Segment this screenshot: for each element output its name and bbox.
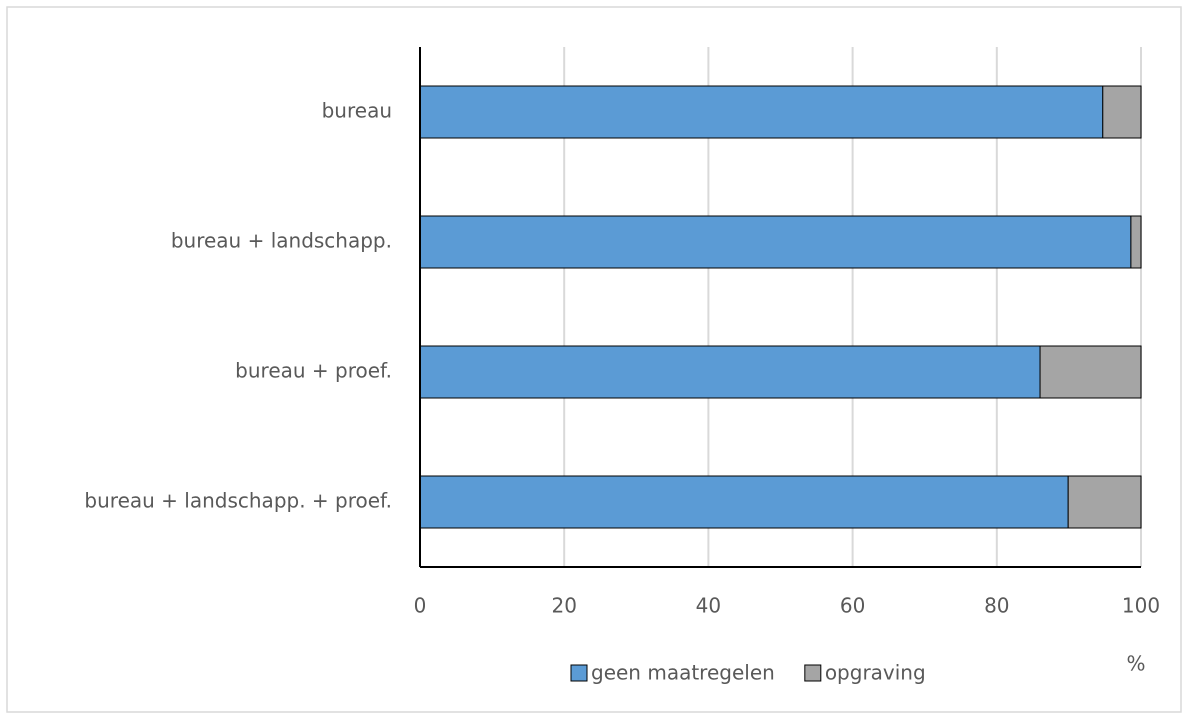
x-tick-label: 60 [840,594,865,618]
bar [419,345,1041,399]
x-tick-label: 80 [984,594,1009,618]
x-axis-label: % [1126,652,1145,676]
y-tick-label: bureau + landschapp. [171,229,392,253]
legend-swatch [570,664,588,682]
x-tick-label: 40 [696,594,721,618]
bar [1130,215,1142,269]
legend-label: geen maatregelen [591,661,775,685]
bar [1102,85,1142,139]
bar [1039,345,1142,399]
x-tick-label: 100 [1122,594,1160,618]
y-tick-label: bureau + landschapp. + proef. [84,489,392,513]
legend-label: opgraving [825,661,926,685]
x-tick-label: 20 [551,594,576,618]
bar [419,85,1104,139]
y-tick-label: bureau + proef. [235,359,392,383]
legend-swatch [804,664,822,682]
y-tick-label: bureau [322,99,392,123]
x-tick-label: 0 [414,594,427,618]
bar [1067,475,1142,529]
bar [419,475,1069,529]
bar [419,215,1132,269]
